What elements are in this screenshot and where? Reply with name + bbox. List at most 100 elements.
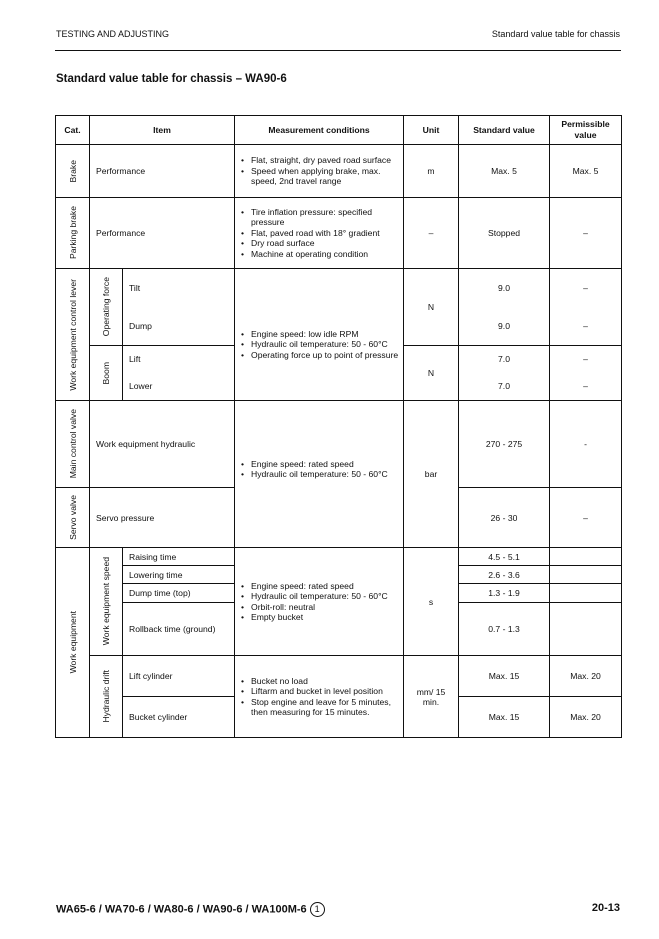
standard-value-table: Cat. Item Measurement conditions Unit St…	[55, 115, 623, 738]
condition: Machine at operating condition	[241, 249, 399, 260]
table-row: Lowering time 2.6 - 3.6	[56, 565, 623, 584]
item-cell: Bucket cylinder	[121, 696, 236, 738]
table-row: Lower 7.0 –	[56, 372, 623, 401]
unit-cell: mm/ 15 min.	[403, 655, 460, 738]
condition: Tire inflation pressure: specified press…	[241, 207, 399, 228]
col-cat: Cat.	[55, 115, 90, 145]
permissible-cell	[549, 583, 623, 603]
item-cell: Performance	[88, 197, 236, 269]
standard-cell: 26 - 30	[458, 487, 551, 548]
condition: Flat, straight, dry paved road surface	[241, 155, 399, 166]
item-cell: Dump time (top)	[121, 583, 236, 603]
models-text: WA65-6 / WA70-6 / WA80-6 / WA90-6 / WA10…	[56, 903, 307, 916]
subcat-label: Work equipment speed	[101, 557, 111, 646]
unit-cell: –	[403, 197, 460, 269]
unit-cell: m	[403, 144, 460, 198]
permissible-cell: –	[549, 268, 623, 307]
unit-cell: bar	[403, 400, 460, 548]
item-cell: Raising time	[121, 547, 236, 566]
permissible-cell: –	[549, 372, 623, 401]
table-row: Main control valve Work equipment hydrau…	[55, 400, 623, 548]
permissible-cell: –	[549, 345, 623, 373]
footer-models: WA65-6 / WA70-6 / WA80-6 / WA90-6 / WA10…	[56, 902, 325, 917]
item-cell: Lowering time	[121, 565, 236, 584]
cat-label: Work equipment	[67, 611, 78, 674]
header-right: Standard value table for chassis	[491, 29, 620, 39]
table-row: Bucket cylinder Max. 15 Max. 20	[56, 696, 623, 738]
col-conditions: Measurement conditions	[234, 115, 405, 145]
col-unit: Unit	[403, 115, 460, 145]
table-row: Work equipment Work equipment speed Rais…	[55, 547, 623, 738]
condition: Engine speed: low idle RPM	[241, 329, 399, 340]
table-row: Hydraulic drift Lift cylinder Bucket no …	[56, 655, 623, 738]
condition: Engine speed: rated speed	[241, 581, 399, 592]
cat-label: Brake	[67, 159, 78, 183]
col-permissible: Permissible value	[549, 115, 623, 145]
condition: Speed when applying brake, max. speed, 2…	[241, 166, 399, 187]
cat-label: Servo valve	[67, 495, 78, 540]
permissible-cell: -	[549, 400, 623, 488]
standard-cell: Max. 15	[458, 696, 551, 738]
subcat-label: Hydraulic drift	[101, 670, 111, 723]
standard-cell: 2.6 - 3.6	[458, 565, 551, 584]
standard-cell: Max. 5	[458, 144, 551, 198]
standard-cell: 7.0	[458, 345, 551, 373]
condition: Empty bucket	[241, 612, 399, 623]
table-row: Work equipment control lever Operating f…	[55, 268, 623, 401]
standard-cell: 9.0	[458, 306, 551, 346]
standard-cell: 7.0	[458, 372, 551, 401]
subcat-label: Operating force	[101, 277, 111, 337]
condition: Engine speed: rated speed	[241, 459, 399, 470]
unit-cell: s	[403, 547, 460, 656]
condition: Liftarm and bucket in level position	[241, 686, 399, 697]
revision-mark: 1	[309, 902, 325, 917]
condition: Stop engine and leave for 5 minutes, the…	[241, 697, 399, 718]
item-cell: Lift	[121, 345, 236, 373]
permissible-cell: Max. 20	[549, 655, 623, 697]
standard-cell: 4.5 - 5.1	[458, 547, 551, 566]
condition: Operating force up to point of pressure	[241, 350, 399, 361]
condition: Dry road surface	[241, 238, 399, 249]
table-row: Servo valve Servo pressure 26 - 30 –	[55, 487, 623, 548]
condition: Hydraulic oil temperature: 50 - 60°C	[241, 591, 399, 602]
condition: Orbit-roll: neutral	[241, 602, 399, 613]
table-row: Parking brake Performance Tire inflation…	[55, 197, 623, 269]
permissible-cell: Max. 20	[549, 696, 623, 738]
item-cell: Lift cylinder	[121, 655, 236, 697]
item-cell: Rollback time (ground)	[121, 602, 236, 656]
header-section: TESTING AND ADJUSTING	[56, 29, 170, 39]
permissible-cell: –	[549, 487, 623, 548]
item-cell: Tilt	[121, 268, 236, 307]
standard-cell: Stopped	[458, 197, 551, 269]
permissible-cell: –	[549, 306, 623, 346]
cat-label: Main control valve	[67, 409, 78, 479]
item-cell: Dump	[121, 306, 236, 346]
item-cell: Servo pressure	[88, 487, 236, 548]
table-row: Rollback time (ground) 0.7 - 1.3	[56, 602, 623, 656]
cat-label: Parking brake	[67, 206, 78, 260]
permissible-cell	[549, 602, 623, 656]
col-standard: Standard value	[458, 115, 551, 145]
table-row: Dump 9.0 –	[56, 306, 623, 346]
item-cell: Work equipment hydraulic	[88, 400, 236, 488]
page-number: 20-13	[591, 902, 620, 914]
table-row: Brake Performance Flat, straight, dry pa…	[55, 144, 623, 198]
unit-cell: N	[403, 345, 460, 401]
condition: Flat, paved road with 18° gradient	[241, 228, 399, 239]
permissible-cell: –	[549, 197, 623, 269]
condition: Hydraulic oil temperature: 50 - 60°C	[241, 469, 399, 480]
cat-label: Work equipment control lever	[67, 278, 78, 391]
permissible-cell: Max. 5	[549, 144, 623, 198]
standard-cell: Max. 15	[458, 655, 551, 697]
unit-cell: N	[403, 268, 460, 346]
standard-cell: 270 - 275	[458, 400, 551, 488]
subcat-label: Boom	[101, 361, 111, 385]
condition: Hydraulic oil temperature: 50 - 60°C	[241, 339, 399, 350]
permissible-cell	[549, 547, 623, 566]
col-item: Item	[88, 115, 236, 145]
item-cell: Lower	[121, 372, 236, 401]
standard-cell: 0.7 - 1.3	[458, 602, 551, 656]
table-row: Boom Lift N 7.0 –	[56, 345, 623, 401]
condition: Bucket no load	[241, 676, 399, 687]
standard-cell: 1.3 - 1.9	[458, 583, 551, 603]
